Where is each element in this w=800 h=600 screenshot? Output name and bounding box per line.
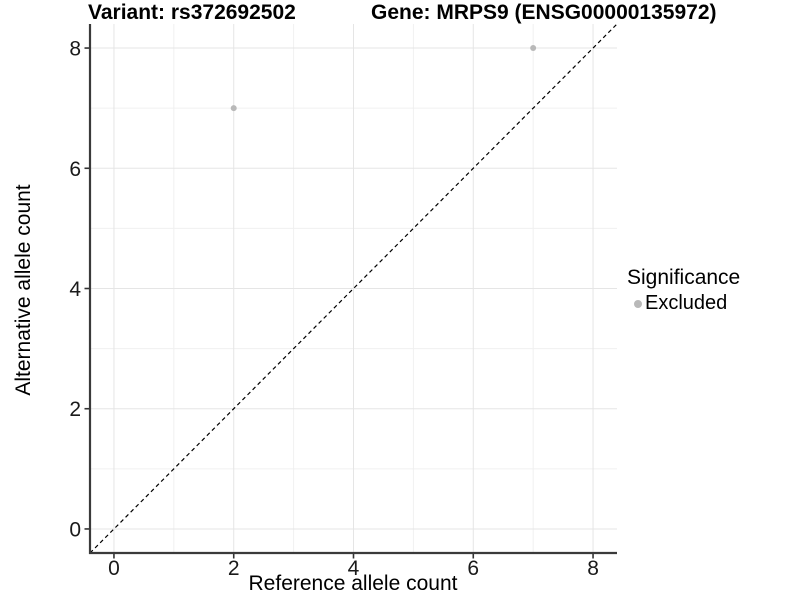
legend-title: Significance xyxy=(627,266,741,289)
y-tick-label: 2 xyxy=(69,398,81,421)
legend-item-excluded: Excluded xyxy=(627,292,740,315)
y-tick-label: 6 xyxy=(69,158,81,181)
x-tick-label: 0 xyxy=(108,557,120,580)
data-point xyxy=(230,105,237,112)
x-tick-label: 8 xyxy=(587,557,599,580)
x-axis-label: Reference allele count xyxy=(248,572,458,595)
data-point xyxy=(530,45,537,52)
x-tick-label: 2 xyxy=(228,557,240,580)
y-tick-label: 4 xyxy=(69,278,81,301)
y-axis-label: Alternative allele count xyxy=(12,184,35,396)
plot-title-variant: Variant: rs372692502 xyxy=(88,1,296,24)
identity-dashed-line xyxy=(89,23,618,554)
x-tick-label: 6 xyxy=(467,557,479,580)
legend: Significance Excluded xyxy=(627,266,740,315)
x-tick-label: 4 xyxy=(348,557,360,580)
y-tick-label: 8 xyxy=(69,38,81,61)
y-tick-label: 0 xyxy=(69,518,81,541)
plot-title-gene: Gene: MRPS9 (ENSG00000135972) xyxy=(371,1,717,24)
legend-item-label: Excluded xyxy=(645,292,728,314)
legend-point-icon xyxy=(634,299,642,308)
